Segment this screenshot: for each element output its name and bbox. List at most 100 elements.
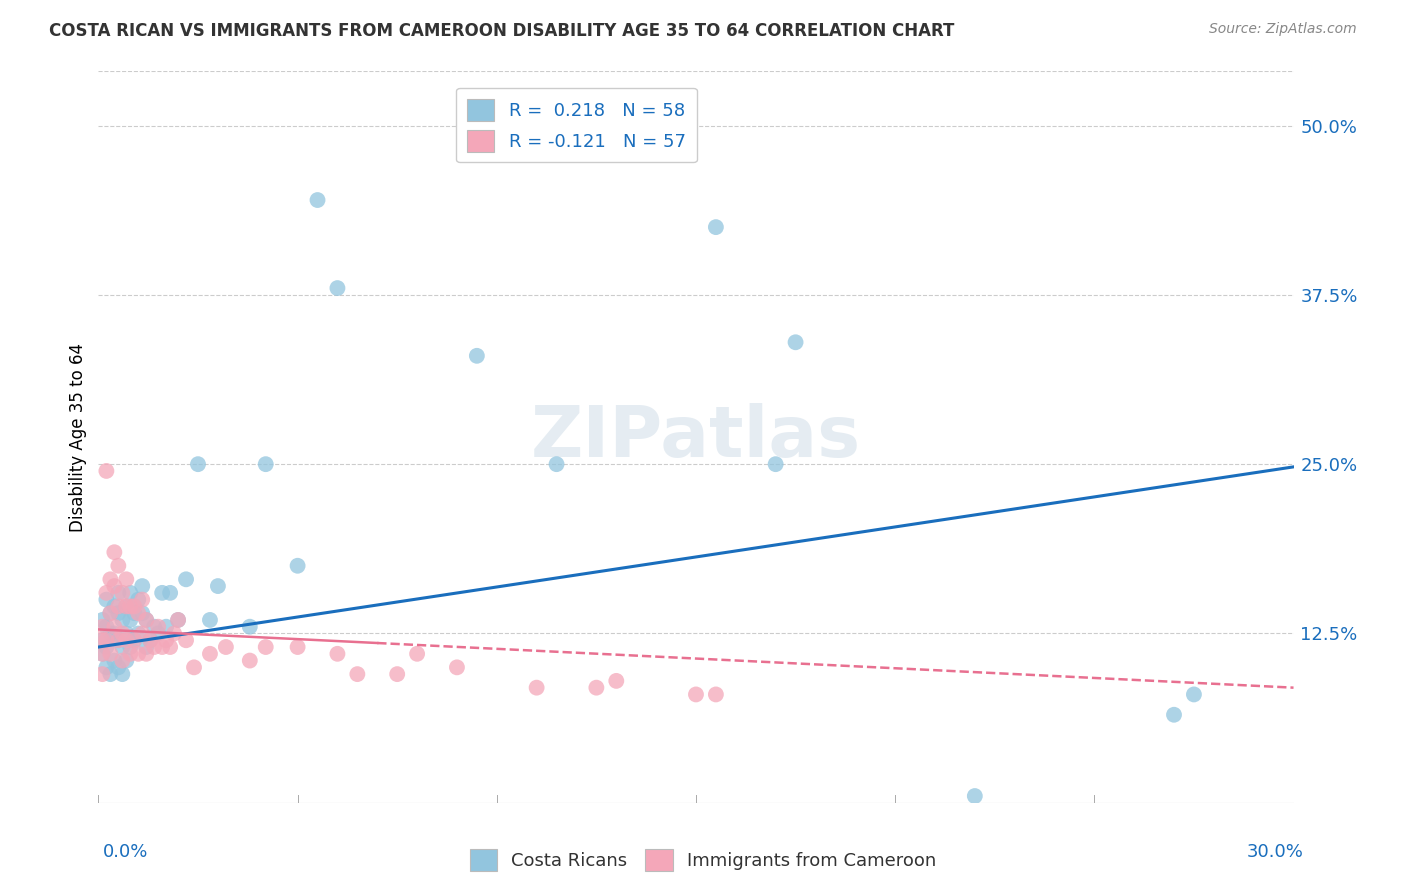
Point	[139, 633, 162, 648]
Point	[148, 626, 170, 640]
Point	[107, 586, 129, 600]
Point	[115, 654, 138, 668]
Text: 0.0%: 0.0%	[103, 843, 148, 861]
Point	[148, 620, 170, 634]
Point	[103, 579, 125, 593]
Text: 30.0%: 30.0%	[1247, 843, 1303, 861]
Point	[167, 613, 190, 627]
Point	[446, 660, 468, 674]
Point	[107, 599, 129, 614]
Point	[120, 599, 142, 614]
Point	[198, 613, 221, 627]
Point	[103, 654, 125, 668]
Y-axis label: Disability Age 35 to 64: Disability Age 35 to 64	[69, 343, 87, 532]
Point	[131, 579, 153, 593]
Point	[96, 592, 118, 607]
Text: Source: ZipAtlas.com: Source: ZipAtlas.com	[1209, 22, 1357, 37]
Point	[585, 681, 607, 695]
Point	[96, 586, 118, 600]
Point	[183, 660, 205, 674]
Point	[605, 673, 627, 688]
Point	[704, 220, 727, 235]
Point	[91, 633, 114, 648]
Point	[135, 613, 157, 627]
Point	[91, 647, 114, 661]
Point	[131, 592, 153, 607]
Point	[103, 545, 125, 559]
Point	[96, 620, 118, 634]
Point	[135, 647, 157, 661]
Point	[103, 599, 125, 614]
Point	[91, 613, 114, 627]
Point	[135, 640, 157, 654]
Point	[174, 633, 197, 648]
Point	[96, 660, 118, 674]
Text: ZIPatlas: ZIPatlas	[531, 402, 860, 472]
Point	[159, 586, 181, 600]
Point	[326, 647, 349, 661]
Point	[465, 349, 488, 363]
Point	[91, 647, 114, 661]
Point	[127, 606, 149, 620]
Point	[287, 640, 309, 654]
Point	[124, 633, 146, 648]
Point	[115, 599, 138, 614]
Point	[155, 633, 177, 648]
Point	[124, 633, 146, 648]
Point	[215, 640, 238, 654]
Point	[163, 626, 186, 640]
Point	[167, 613, 190, 627]
Point	[127, 647, 149, 661]
Point	[526, 681, 548, 695]
Point	[111, 640, 134, 654]
Point	[159, 640, 181, 654]
Point	[115, 572, 138, 586]
Point	[239, 654, 262, 668]
Point	[120, 586, 142, 600]
Point	[107, 558, 129, 573]
Point	[326, 281, 349, 295]
Point	[111, 613, 134, 627]
Point	[150, 640, 173, 654]
Point	[111, 654, 134, 668]
Point	[198, 647, 221, 661]
Point	[1163, 707, 1185, 722]
Point	[124, 599, 146, 614]
Point	[155, 620, 177, 634]
Point	[546, 457, 568, 471]
Point	[139, 633, 162, 648]
Point	[98, 572, 122, 586]
Point	[103, 626, 125, 640]
Point	[111, 626, 134, 640]
Point	[115, 626, 138, 640]
Point	[207, 579, 229, 593]
Point	[107, 633, 129, 648]
Text: COSTA RICAN VS IMMIGRANTS FROM CAMEROON DISABILITY AGE 35 TO 64 CORRELATION CHAR: COSTA RICAN VS IMMIGRANTS FROM CAMEROON …	[49, 22, 955, 40]
Point	[287, 558, 309, 573]
Point	[131, 626, 153, 640]
Point	[107, 633, 129, 648]
Point	[98, 647, 122, 661]
Point	[127, 626, 149, 640]
Point	[107, 660, 129, 674]
Point	[963, 789, 986, 803]
Point	[765, 457, 787, 471]
Point	[785, 335, 807, 350]
Point	[124, 606, 146, 620]
Point	[91, 667, 114, 681]
Point	[131, 606, 153, 620]
Point	[120, 613, 142, 627]
Point	[96, 464, 118, 478]
Point	[115, 599, 138, 614]
Point	[704, 688, 727, 702]
Point	[115, 633, 138, 648]
Point	[103, 620, 125, 634]
Point	[96, 640, 118, 654]
Point	[98, 606, 122, 620]
Point	[111, 667, 134, 681]
Point	[120, 647, 142, 661]
Point	[254, 457, 277, 471]
Point	[685, 688, 707, 702]
Point	[307, 193, 329, 207]
Point	[96, 633, 118, 648]
